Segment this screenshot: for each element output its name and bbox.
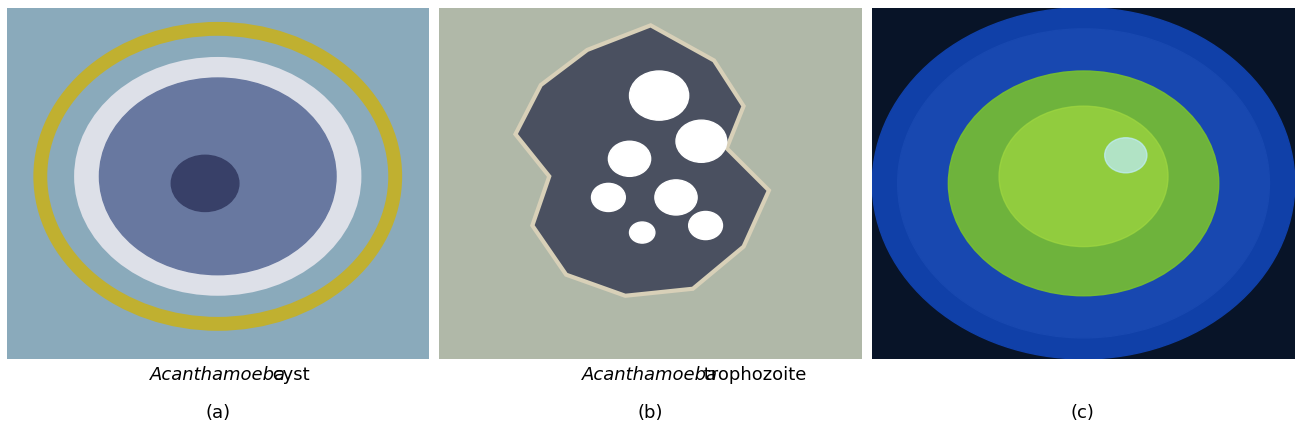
Circle shape <box>629 223 655 244</box>
Circle shape <box>172 156 239 212</box>
Text: (a): (a) <box>205 403 231 421</box>
Circle shape <box>629 72 689 121</box>
Text: (b): (b) <box>637 403 663 421</box>
Circle shape <box>949 72 1219 296</box>
Text: (c): (c) <box>1071 403 1095 421</box>
Text: trophozoite: trophozoite <box>698 365 807 384</box>
Circle shape <box>872 9 1295 359</box>
Text: cyst: cyst <box>266 365 309 384</box>
Circle shape <box>998 107 1169 247</box>
Circle shape <box>655 180 697 215</box>
Polygon shape <box>515 26 770 296</box>
Text: Acanthamoeba: Acanthamoeba <box>151 365 286 384</box>
Text: Acanthamoeba: Acanthamoeba <box>582 365 718 384</box>
Circle shape <box>676 121 727 163</box>
Circle shape <box>897 30 1269 338</box>
Circle shape <box>689 212 723 240</box>
Circle shape <box>74 58 361 296</box>
Circle shape <box>99 79 335 275</box>
Circle shape <box>592 184 625 212</box>
Circle shape <box>608 142 651 177</box>
Circle shape <box>1105 138 1147 173</box>
